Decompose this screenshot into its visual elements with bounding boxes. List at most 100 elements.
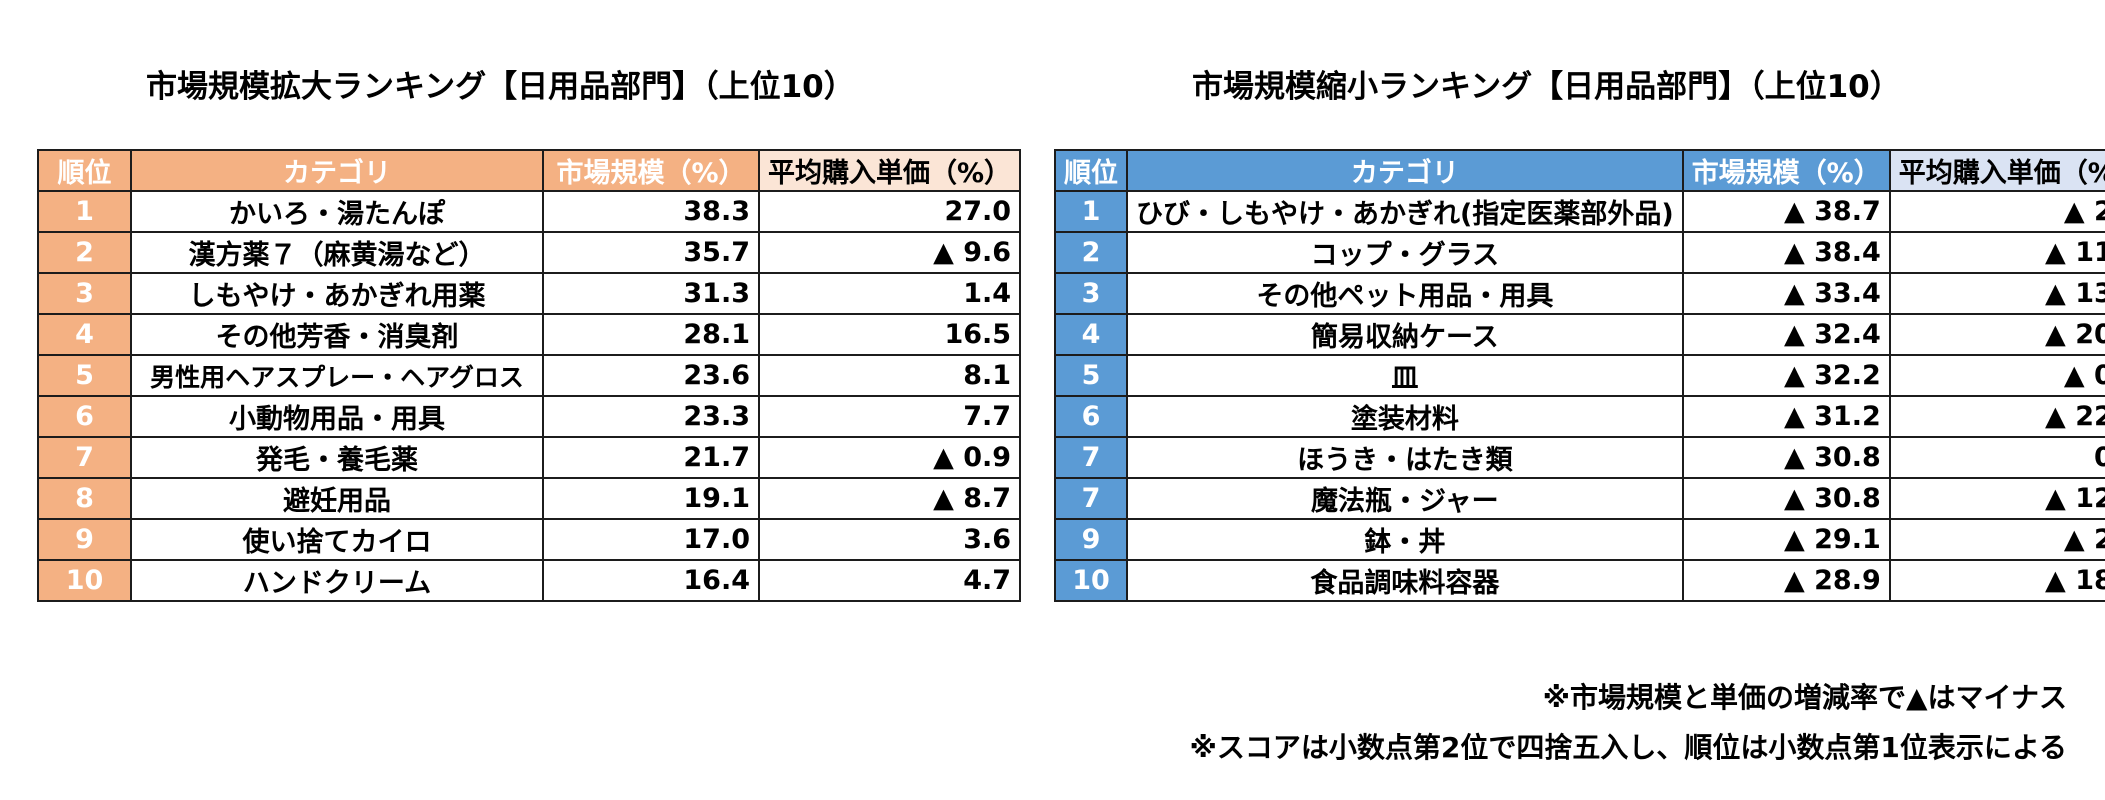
rank-cell: 9 [1054,518,1128,561]
rank-cell: 7 [1054,477,1128,520]
unit-price-cell: 3.6 [757,518,1022,561]
rank-cell: 7 [1054,436,1128,479]
left-table-title: 市場規模拡大ランキング【日用品部門】（上位10） [146,69,855,105]
market-size-cell: 38.3 [542,190,760,233]
category-cell: 漢方薬７（麻黄湯など） [130,231,544,274]
category-cell: 使い捨てカイロ [130,518,544,561]
market-size-cell: ▲ 31.2 [1681,395,1891,438]
unit-price-cell: ▲ 2.6 [1888,190,2105,233]
table-row: 5 皿 ▲ 32.2 ▲ 0.7 [1054,354,2105,397]
category-cell: 鉢・丼 [1126,518,1684,561]
unit-price-cell: ▲ 8.7 [757,477,1022,520]
shrink-ranking-table: 順位 カテゴリ 市場規模（%） 平均購入単価（%） 1 ひび・しもやけ・あかぎれ… [1054,149,2105,602]
market-size-cell: 35.7 [542,231,760,274]
table-row: 4 簡易収納ケース ▲ 32.4 ▲ 20.5 [1054,313,2105,356]
market-size-cell: 16.4 [542,559,760,602]
category-cell: コップ・グラス [1126,231,1684,274]
table-row: 1 ひび・しもやけ・あかぎれ(指定医薬部外品) ▲ 38.7 ▲ 2.6 [1054,190,2105,233]
rank-cell: 6 [1054,395,1128,438]
unit-price-cell: 0.2 [1888,436,2105,479]
rank-cell: 5 [37,354,132,397]
category-cell: 男性用ヘアスプレー・ヘアグロス [130,354,544,397]
table-row: 10 食品調味料容器 ▲ 28.9 ▲ 18.5 [1054,559,2105,602]
header-category: カテゴリ [130,149,544,192]
table-row: 5 男性用ヘアスプレー・ヘアグロス 23.6 8.1 [37,354,1022,397]
table-row: 3 その他ペット用品・用具 ▲ 33.4 ▲ 13.6 [1054,272,2105,315]
footnote-minus-sign: ※市場規模と単価の増減率で▲はマイナス [1542,681,2067,714]
category-cell: かいろ・湯たんぽ [130,190,544,233]
unit-price-cell: ▲ 12.0 [1888,477,2105,520]
category-cell: 食品調味料容器 [1126,559,1684,602]
table-row: 1 かいろ・湯たんぽ 38.3 27.0 [37,190,1022,233]
market-size-cell: ▲ 28.9 [1681,559,1891,602]
market-size-cell: 19.1 [542,477,760,520]
category-cell: しもやけ・あかぎれ用薬 [130,272,544,315]
table-row: 3 しもやけ・あかぎれ用薬 31.3 1.4 [37,272,1022,315]
unit-price-cell: 7.7 [757,395,1022,438]
market-size-cell: 28.1 [542,313,760,356]
table-row: 2 漢方薬７（麻黄湯など） 35.7 ▲ 9.6 [37,231,1022,274]
table-row: 9 鉢・丼 ▲ 29.1 ▲ 2.1 [1054,518,2105,561]
category-cell: 塗装材料 [1126,395,1684,438]
unit-price-cell: ▲ 9.6 [757,231,1022,274]
rank-cell: 4 [1054,313,1128,356]
table-row: 7 魔法瓶・ジャー ▲ 30.8 ▲ 12.0 [1054,477,2105,520]
rank-cell: 2 [1054,231,1128,274]
rank-cell: 3 [37,272,132,315]
header-market-size: 市場規模（%） [1681,149,1891,192]
category-cell: ほうき・はたき類 [1126,436,1684,479]
market-size-cell: ▲ 38.7 [1681,190,1891,233]
header-rank: 順位 [1054,149,1128,192]
category-cell: その他ペット用品・用具 [1126,272,1684,315]
unit-price-cell: ▲ 18.5 [1888,559,2105,602]
table-row: 8 避妊用品 19.1 ▲ 8.7 [37,477,1022,520]
unit-price-cell: ▲ 13.6 [1888,272,2105,315]
unit-price-cell: 8.1 [757,354,1022,397]
rank-cell: 10 [37,559,132,602]
header-avg-unit-price: 平均購入単価（%） [1888,149,2105,192]
category-cell: ひび・しもやけ・あかぎれ(指定医薬部外品) [1126,190,1684,233]
market-size-cell: ▲ 30.8 [1681,436,1891,479]
table-header-row: 順位 カテゴリ 市場規模（%） 平均購入単価（%） [1054,149,2105,192]
rank-cell: 2 [37,231,132,274]
market-size-cell: 31.3 [542,272,760,315]
unit-price-cell: ▲ 11.8 [1888,231,2105,274]
market-size-cell: ▲ 30.8 [1681,477,1891,520]
rank-cell: 3 [1054,272,1128,315]
market-size-cell: ▲ 32.4 [1681,313,1891,356]
category-cell: 小動物用品・用具 [130,395,544,438]
rank-cell: 7 [37,436,132,479]
header-rank: 順位 [37,149,132,192]
market-size-cell: 23.6 [542,354,760,397]
market-size-cell: ▲ 38.4 [1681,231,1891,274]
rank-cell: 9 [37,518,132,561]
market-size-cell: ▲ 32.2 [1681,354,1891,397]
market-size-cell: ▲ 29.1 [1681,518,1891,561]
expansion-ranking-table: 順位 カテゴリ 市場規模（%） 平均購入単価（%） 1 かいろ・湯たんぽ 38.… [37,149,1022,602]
rank-cell: 10 [1054,559,1128,602]
category-cell: 魔法瓶・ジャー [1126,477,1684,520]
category-cell: ハンドクリーム [130,559,544,602]
table-row: 10 ハンドクリーム 16.4 4.7 [37,559,1022,602]
table-row: 6 小動物用品・用具 23.3 7.7 [37,395,1022,438]
unit-price-cell: ▲ 0.9 [757,436,1022,479]
table-row: 4 その他芳香・消臭剤 28.1 16.5 [37,313,1022,356]
rank-cell: 5 [1054,354,1128,397]
unit-price-cell: ▲ 2.1 [1888,518,2105,561]
unit-price-cell: 16.5 [757,313,1022,356]
table-row: 7 発毛・養毛薬 21.7 ▲ 0.9 [37,436,1022,479]
rank-cell: 4 [37,313,132,356]
market-size-cell: ▲ 33.4 [1681,272,1891,315]
category-cell: その他芳香・消臭剤 [130,313,544,356]
market-size-cell: 23.3 [542,395,760,438]
market-size-cell: 21.7 [542,436,760,479]
unit-price-cell: ▲ 20.5 [1888,313,2105,356]
header-market-size: 市場規模（%） [542,149,760,192]
unit-price-cell: 4.7 [757,559,1022,602]
unit-price-cell: 1.4 [757,272,1022,315]
market-size-cell: 17.0 [542,518,760,561]
right-table-title: 市場規模縮小ランキング【日用品部門】（上位10） [1192,69,1901,105]
rank-cell: 8 [37,477,132,520]
unit-price-cell: ▲ 0.7 [1888,354,2105,397]
table-row: 6 塗装材料 ▲ 31.2 ▲ 22.3 [1054,395,2105,438]
